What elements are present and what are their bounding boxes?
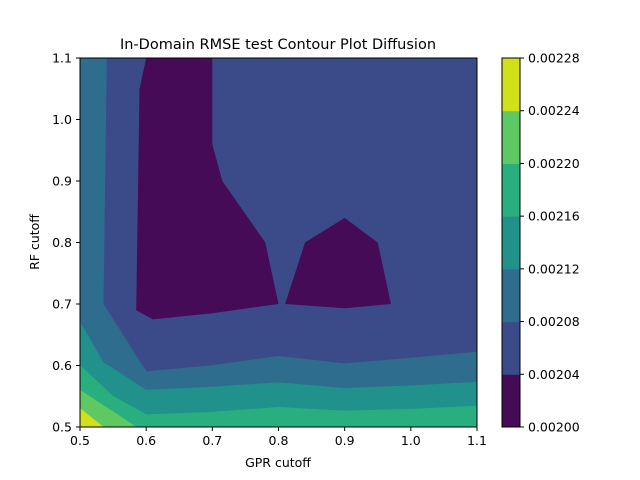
colorbar-tick-label: 0.00220 (528, 156, 580, 171)
colorbar-tick-label: 0.00208 (528, 314, 580, 329)
plot-area: 0.5 0.6 0.7 0.8 0.9 1.0 1.1 0.5 0.6 0.7 0.8 0.9 1.0 1… (52, 51, 487, 449)
colorbar-tick-label: 0.00200 (528, 420, 580, 435)
y-tick-label: 0.7 (52, 297, 72, 312)
y-axis-label: RF cutoff (27, 214, 42, 270)
colorbar-segment (502, 163, 520, 217)
x-tick-label: 0.5 (70, 433, 90, 448)
y-tick-label: 0.6 (52, 358, 72, 373)
colorbar-segment (502, 110, 520, 164)
colorbar-tick-label: 0.00204 (528, 367, 580, 382)
x-axis-label: GPR cutoff (245, 455, 311, 470)
x-tick-label: 0.6 (136, 433, 156, 448)
x-tick-label: 0.9 (335, 433, 355, 448)
colorbar-segment (502, 321, 520, 375)
y-tick-label: 1.1 (52, 51, 72, 66)
contour-region-1 (285, 217, 391, 309)
colorbar-tick-label: 0.00212 (528, 261, 580, 276)
x-tick-label: 0.8 (269, 433, 289, 448)
y-tick-label: 0.9 (52, 174, 72, 189)
x-tick-label: 1.1 (467, 433, 487, 448)
colorbar-frame (501, 57, 521, 428)
colorbar-tick-label: 0.00224 (528, 103, 580, 118)
contour-region-0 (136, 58, 279, 320)
colorbar-segment (502, 216, 520, 270)
colorbar: 0.00200 0.00204 0.00208 0.00212 0.00216 0.002… (501, 51, 580, 435)
y-tick-label: 0.8 (52, 235, 72, 250)
colorbar-segment (502, 268, 520, 323)
colorbar-segment (502, 58, 520, 112)
x-tick-label: 0.7 (202, 433, 222, 448)
colorbar-tick-label: 0.00228 (528, 51, 580, 66)
colorbar-segment (502, 374, 520, 428)
x-tick-label: 1.0 (401, 433, 421, 448)
chart-title: In-Domain RMSE test Contour Plot Diffusi… (120, 37, 436, 53)
colorbar-tick-label: 0.00216 (528, 209, 580, 224)
y-tick-label: 0.5 (52, 420, 72, 435)
y-tick-label: 1.0 (52, 112, 72, 127)
